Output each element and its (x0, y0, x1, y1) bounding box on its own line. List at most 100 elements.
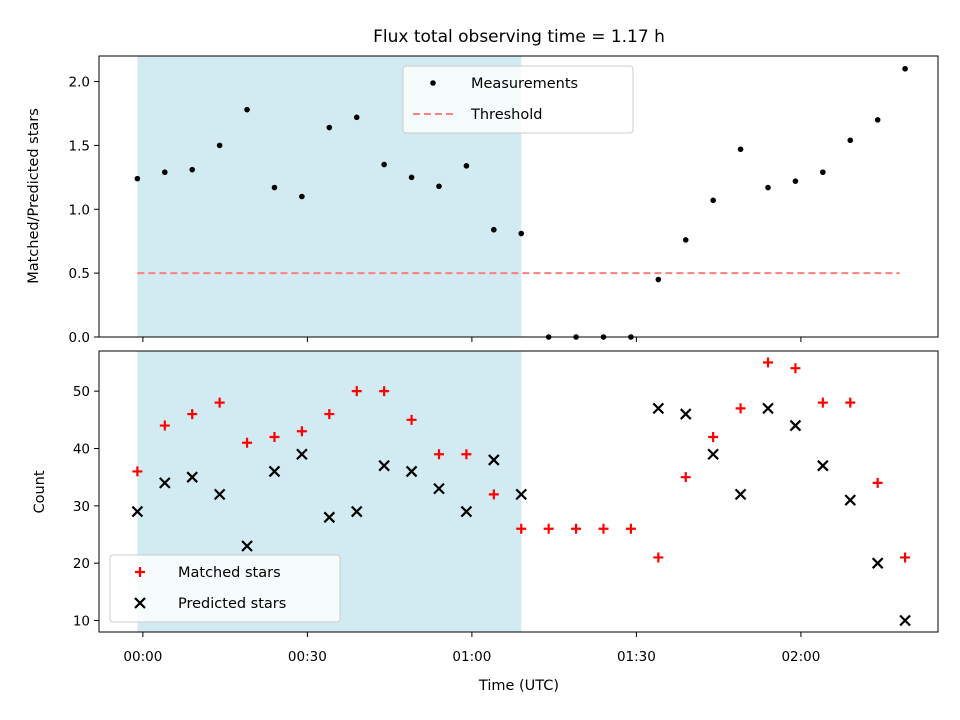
predicted-star-point (159, 477, 171, 489)
predicted-star-point (734, 488, 747, 501)
predicted-star-point (241, 540, 253, 552)
legend-box (402, 65, 634, 134)
x-tick-label: 01:00 (452, 649, 491, 665)
ratio-legend: Measurements Threshold (402, 65, 634, 134)
y-tick-label: 2.0 (69, 75, 90, 91)
matched-star-point (187, 409, 198, 420)
measurement-point (353, 114, 360, 121)
measurement-point (765, 184, 771, 191)
measurement-point (299, 193, 305, 200)
legend-plus-swatch (135, 567, 145, 577)
legend-dot-swatch (430, 80, 436, 86)
measurement-point (737, 146, 744, 153)
measurement-point (491, 226, 497, 233)
top-y-axis-label: Matched/Predicted stars (26, 108, 42, 284)
y-tick-label: 1.5 (69, 138, 90, 154)
predicted-star-point (679, 408, 692, 420)
legend-label: Matched stars (178, 565, 281, 581)
matched-star-point (132, 466, 143, 477)
legend-x-swatch (134, 597, 146, 609)
predicted-star-point (652, 402, 665, 415)
predicted-star-point (296, 448, 308, 461)
matched-star-point (790, 363, 801, 374)
x-tick-label: 00:30 (288, 649, 327, 665)
y-tick-label: 20 (73, 556, 90, 572)
predicted-star-point (378, 459, 390, 472)
measurement-point (189, 166, 196, 173)
measurement-point (710, 197, 716, 204)
y-tick-label: 0.5 (69, 266, 90, 282)
measurement-point (134, 175, 141, 182)
matched-star-point (763, 357, 774, 368)
measurement-point (902, 65, 908, 72)
predicted-star-point (515, 488, 528, 501)
measurement-point (408, 174, 415, 181)
predicted-star-point (844, 494, 857, 506)
legend-label: Threshold (470, 107, 542, 123)
matched-star-point (817, 397, 828, 408)
x-tick-label: 02:00 (781, 649, 820, 665)
predicted-star-point (268, 465, 281, 478)
measurement-point (162, 169, 168, 176)
matched-star-point (598, 523, 609, 534)
matched-star-point (159, 420, 170, 431)
matched-star-point (488, 489, 499, 500)
matched-star-point (708, 432, 719, 443)
matched-star-point (379, 386, 390, 397)
matched-star-point (845, 397, 856, 408)
x-tick-label: 00:00 (123, 649, 162, 665)
plot-frame (98, 55, 939, 338)
matched-star-point (461, 449, 472, 460)
predicted-star-point (213, 488, 226, 501)
measurement-point (655, 276, 662, 283)
matched-star-point (269, 432, 280, 443)
measurement-point (216, 142, 223, 149)
count-panel: 10 20 30 40 50 00:00 00:30 01:00 01:30 02:00 Match… (73, 350, 939, 665)
matched-star-point (735, 403, 746, 414)
measurement-point (436, 183, 442, 190)
predicted-star-point (350, 505, 363, 518)
predicted-star-point (707, 448, 719, 461)
legend-box (109, 554, 341, 623)
measurement-point (847, 137, 854, 144)
matched-star-point (324, 409, 335, 420)
matched-star-point (516, 523, 527, 534)
matched-star-point (872, 477, 883, 488)
measurement-point (463, 163, 470, 169)
measurement-point (244, 106, 250, 113)
measurement-point (518, 230, 525, 237)
matched-star-point (242, 437, 253, 448)
matched-star-point (433, 449, 444, 460)
chart-title: Flux total observing time = 1.17 h (373, 27, 665, 47)
y-tick-label: 50 (73, 384, 90, 400)
measurement-point (326, 124, 333, 131)
measurement-point (381, 161, 387, 168)
legend-label: Predicted stars (178, 596, 286, 612)
y-tick-label: 0.0 (69, 330, 90, 346)
matched-star-point (680, 472, 691, 483)
matched-star-point (296, 426, 307, 437)
bottom-y-axis-label: Count (32, 470, 48, 513)
predicted-star-point (762, 402, 774, 415)
matched-star-point (571, 523, 582, 534)
predicted-star-point (405, 465, 418, 478)
measurement-point (874, 117, 881, 123)
measurement-point (820, 169, 826, 176)
count-legend: Matched stars Predicted stars (109, 554, 341, 623)
legend-label: Measurements (471, 76, 578, 92)
predicted-star-point (323, 511, 336, 524)
predicted-star-point (899, 614, 911, 627)
measurement-point (792, 178, 799, 184)
matched-star-point (900, 552, 911, 563)
predicted-star-point (433, 482, 445, 495)
y-tick-label: 40 (73, 441, 90, 457)
predicted-star-point (131, 505, 144, 518)
y-tick-label: 10 (73, 614, 90, 630)
x-tick-label: 01:30 (617, 649, 656, 665)
measurement-point (682, 237, 689, 243)
matched-star-point (625, 523, 636, 534)
x-axis-label: Time (UTC) (478, 678, 559, 694)
predicted-star-point (460, 505, 473, 518)
measurement-point (271, 184, 278, 191)
